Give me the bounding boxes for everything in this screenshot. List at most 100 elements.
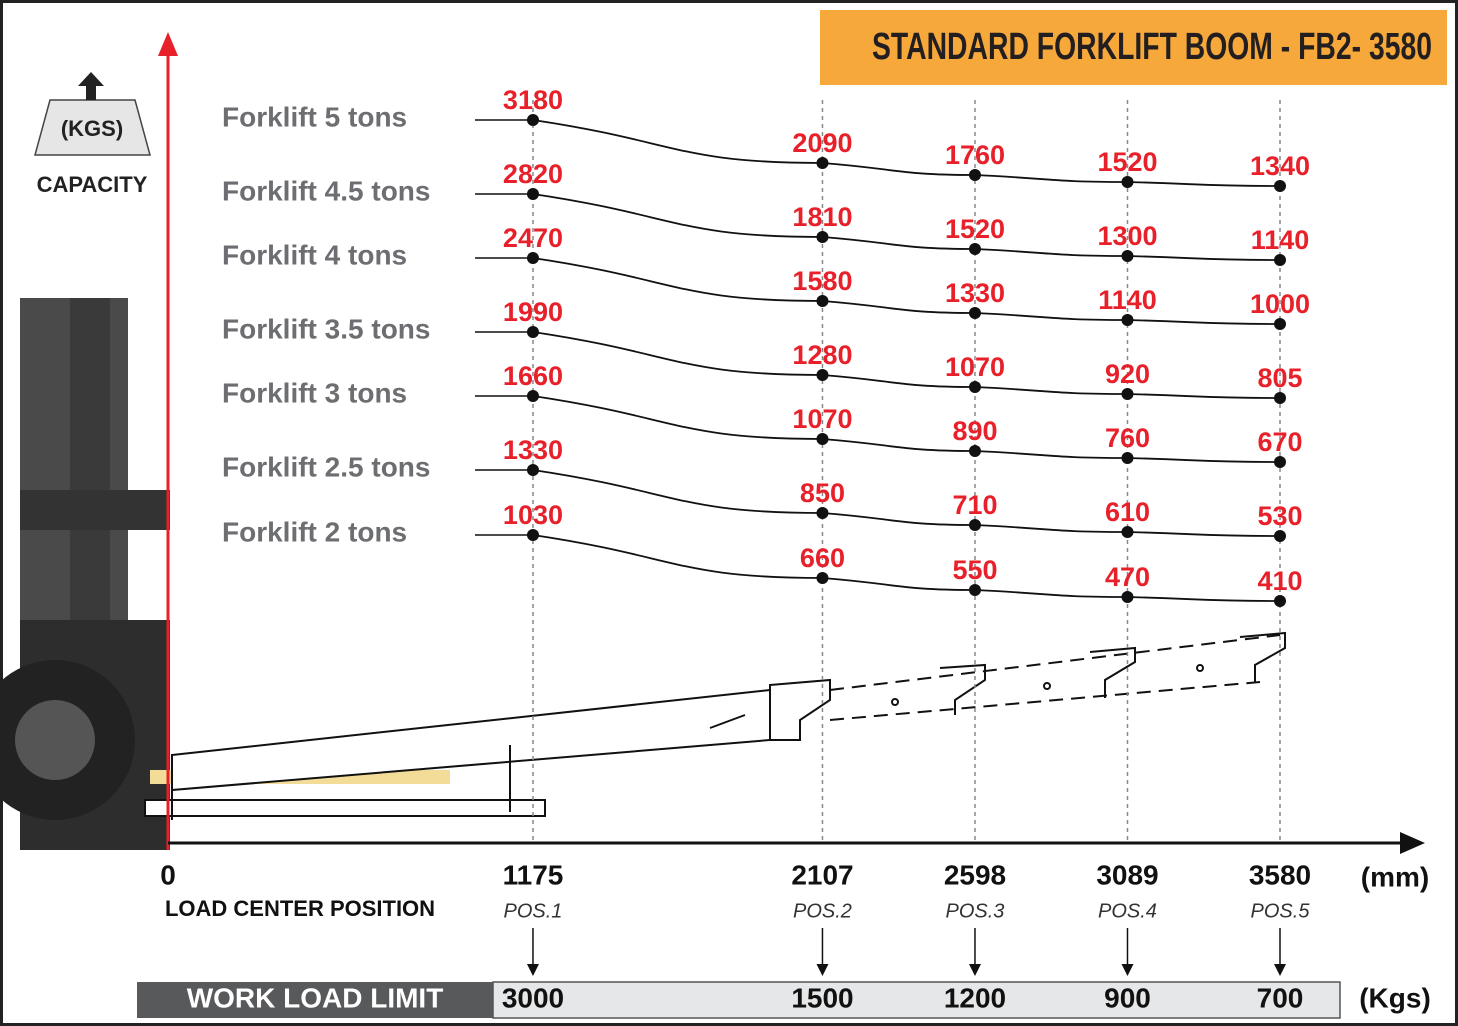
series-point [1274,392,1286,404]
series-point [969,584,981,596]
series-name: Forklift 4.5 tons [222,175,430,206]
series-point [1274,180,1286,192]
series-point [527,529,539,541]
capacity-value: 1000 [1250,289,1310,319]
series-point [816,295,828,307]
position-value: 3580 [1249,859,1311,890]
capacity-value: 1340 [1250,151,1310,181]
position-value: 2107 [791,859,853,890]
series-point [527,390,539,402]
frame [2,2,1457,1025]
capacity-chart: STANDARD FORKLIFT BOOM - FB2- 3580 (KGS)… [0,0,1458,1026]
capacity-value: 1070 [945,352,1005,382]
capacity-value: 550 [952,555,997,585]
position-value: 2598 [944,859,1006,890]
capacity-value: 1990 [503,297,563,327]
y-label: CAPACITY [37,172,148,197]
series-point [1121,526,1133,538]
series-name: Forklift 2 tons [222,516,407,547]
series-name: Forklift 3 tons [222,377,407,408]
series-point [969,381,981,393]
series-point [816,157,828,169]
wll-value: 3000 [502,982,564,1013]
capacity-value: 1140 [1098,285,1157,315]
capacity-value: 530 [1257,501,1302,531]
capacity-value: 610 [1105,497,1150,527]
series-point [527,114,539,126]
series-point [1121,176,1133,188]
position-value: 3089 [1096,859,1158,890]
series-point [1274,456,1286,468]
wll-unit: (Kgs) [1359,982,1431,1013]
series-point [969,445,981,457]
capacity-value: 1030 [503,500,563,530]
series-point [1121,591,1133,603]
capacity-value: 805 [1257,363,1302,393]
series-point [969,307,981,319]
wll-value: 700 [1257,982,1304,1013]
capacity-value: 670 [1257,427,1302,457]
capacity-value: 1300 [1097,221,1157,251]
title: STANDARD FORKLIFT BOOM - FB2- 3580 [872,26,1432,68]
capacity-value: 1070 [792,404,852,434]
capacity-value: 2820 [503,159,563,189]
series-point [816,507,828,519]
capacity-value: 470 [1105,562,1150,592]
series-name: Forklift 5 tons [222,101,407,132]
capacity-value: 2090 [792,128,852,158]
x-origin: 0 [160,859,176,890]
capacity-value: 1330 [503,435,563,465]
capacity-value: 1330 [945,278,1005,308]
capacity-value: 890 [952,416,997,446]
capacity-value: 2470 [503,223,563,253]
position-value: 1175 [503,859,564,890]
series-point [816,369,828,381]
wll-value: 900 [1104,982,1151,1013]
series-point [969,169,981,181]
capacity-value: 850 [800,478,845,508]
position-label: POS.3 [946,900,1005,922]
series-point [1121,250,1133,262]
capacity-value: 710 [952,490,997,520]
series-name: Forklift 4 tons [222,239,407,270]
wll-label: WORK LOAD LIMIT [187,982,444,1013]
capacity-value: 1140 [1251,225,1310,255]
series-point [969,519,981,531]
series-point [527,188,539,200]
series-point [1274,318,1286,330]
series-name: Forklift 2.5 tons [222,451,430,482]
series-point [527,464,539,476]
capacity-value: 1520 [945,214,1005,244]
series-point [527,252,539,264]
series-point [816,231,828,243]
capacity-value: 3180 [503,85,563,115]
y-unit: (KGS) [61,116,123,141]
series-point [816,572,828,584]
series-name: Forklift 3.5 tons [222,313,430,344]
capacity-value: 760 [1105,423,1150,453]
series-point [1121,314,1133,326]
capacity-value: 1520 [1097,147,1157,177]
series-point [1121,388,1133,400]
x-label: LOAD CENTER POSITION [165,896,435,921]
series-point [1274,254,1286,266]
wll-value: 1500 [791,982,853,1013]
capacity-value: 1280 [792,340,852,370]
capacity-value: 1660 [503,361,563,391]
wll-value-box [493,982,1340,1018]
series-point [1274,595,1286,607]
x-unit: (mm) [1361,861,1429,892]
capacity-value: 410 [1257,566,1302,596]
capacity-value: 920 [1105,359,1150,389]
capacity-value: 660 [800,543,845,573]
position-label: POS.5 [1251,900,1311,922]
series-point [816,433,828,445]
series-point [1121,452,1133,464]
capacity-value: 1580 [792,266,852,296]
position-label: POS.2 [793,900,852,922]
wll-value: 1200 [944,982,1006,1013]
series-point [527,326,539,338]
series-point [1274,530,1286,542]
capacity-value: 1810 [792,202,852,232]
series-point [969,243,981,255]
